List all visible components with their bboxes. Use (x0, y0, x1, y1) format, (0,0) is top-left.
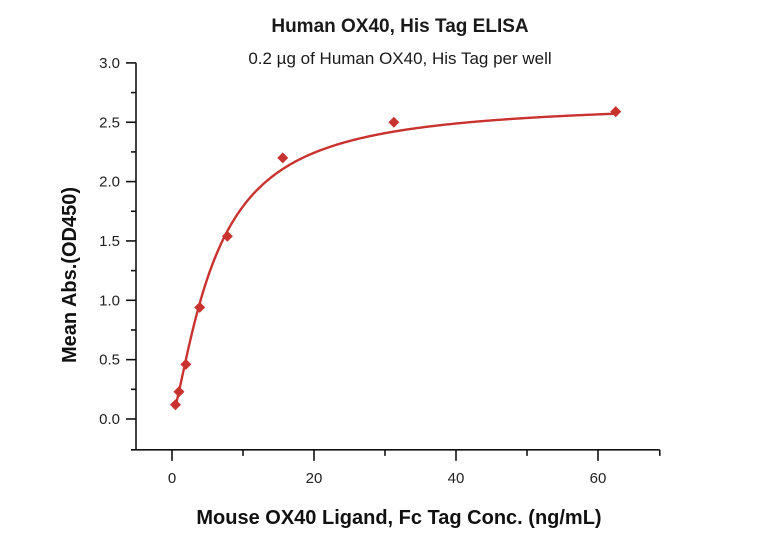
y-tick-label: 0.0 (99, 411, 120, 428)
chart-subtitle: 0.2 µg of Human OX40, His Tag per well (248, 49, 551, 68)
y-tick-label: 2.0 (99, 174, 120, 191)
y-tick-label: 3.0 (99, 55, 120, 72)
diamond-marker-icon (180, 358, 192, 370)
y-tick-label: 1.0 (99, 292, 120, 309)
x-tick-label: 60 (590, 470, 607, 487)
y-tick-label: 1.5 (99, 233, 120, 250)
x-axis-label: Mouse OX40 Ligand, Fc Tag Conc. (ng/mL) (196, 507, 601, 529)
fit-curve (174, 112, 617, 408)
diamond-marker-icon (194, 301, 206, 313)
axes: 0.0 0.5 1.0 1.5 2.0 2.5 3.0 0 20 40 60 (99, 55, 661, 487)
diamond-marker-icon (277, 152, 289, 164)
y-axis-label: Mean Abs.(OD450) (59, 187, 81, 363)
diamond-marker-icon (173, 386, 185, 398)
diamond-marker-icon (388, 116, 400, 128)
diamond-marker-icon (169, 399, 181, 411)
chart-title: Human OX40, His Tag ELISA (271, 16, 529, 37)
diamond-marker-icon (221, 230, 233, 242)
data-points (169, 106, 622, 411)
x-tick-label: 40 (448, 470, 465, 487)
x-tick-label: 20 (306, 470, 323, 487)
y-tick-label: 0.5 (99, 352, 120, 369)
y-tick-label: 2.5 (99, 114, 120, 131)
fit-curve-path (174, 112, 617, 408)
diamond-marker-icon (610, 106, 622, 118)
x-tick-label: 0 (168, 470, 176, 487)
